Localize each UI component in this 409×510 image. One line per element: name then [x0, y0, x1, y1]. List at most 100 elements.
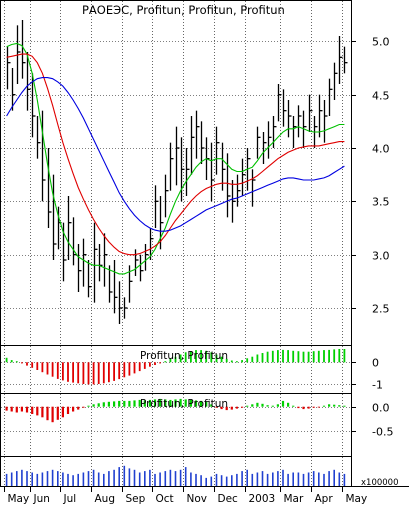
oscillator-bar: [256, 354, 259, 363]
oscillator-y-tick-label: 0: [372, 357, 379, 370]
price-y-tick-label: 3.5: [372, 196, 390, 209]
volume-bar: [26, 471, 28, 486]
oscillator-bar: [46, 362, 49, 375]
volume-bar: [46, 471, 49, 486]
oscillator-bar: [205, 350, 208, 363]
marks-layer: [5, 20, 348, 487]
histogram-bar: [133, 400, 136, 407]
volume-bar: [179, 469, 182, 486]
volume-bar: [128, 468, 131, 486]
oscillator-bar: [67, 362, 69, 382]
histogram-bar: [322, 405, 326, 407]
histogram-bar: [164, 399, 167, 407]
volume-bar: [220, 475, 223, 486]
oscillator-bar: [282, 349, 284, 363]
histogram-bar: [246, 405, 249, 407]
x-tick-label: Jun: [33, 493, 50, 505]
volume-bar: [97, 472, 100, 486]
histogram-bar: [72, 406, 75, 412]
oscillator-bar: [36, 362, 39, 370]
histogram-bar: [41, 406, 44, 418]
histogram-bar: [97, 403, 100, 407]
volume-bar: [57, 471, 59, 486]
volume-bar: [266, 473, 269, 486]
moving-average-line-1: [6, 42, 345, 275]
histogram-bar: [194, 400, 198, 407]
price-chart-title: РАОЕЭС, Profitun, Profitun, Profitun: [82, 3, 285, 17]
volume-bar: [31, 472, 33, 486]
histogram-bar: [271, 405, 274, 407]
volume-bar: [297, 472, 300, 486]
oscillator-bar: [56, 362, 59, 379]
volume-bar: [138, 472, 141, 486]
volume-bar: [307, 472, 310, 486]
volume-bar: [164, 471, 167, 486]
oscillator-bar: [82, 362, 85, 384]
histogram-bar: [143, 400, 146, 407]
oscillator-bar: [138, 362, 141, 372]
histogram-bar: [128, 400, 131, 407]
oscillator-bar: [108, 362, 110, 383]
histogram-bar: [312, 406, 315, 408]
oscillator-bar: [41, 362, 44, 373]
histogram-bar: [230, 406, 233, 410]
histogram-bar: [113, 401, 116, 407]
histogram-bar: [92, 404, 95, 407]
volume-bar: [225, 476, 228, 486]
volume-bar: [241, 471, 243, 486]
histogram-bar: [118, 400, 121, 407]
oscillator-bar: [159, 362, 161, 364]
histogram-bar: [174, 399, 177, 407]
volume-bar: [195, 473, 197, 486]
oscillator-bar: [133, 362, 136, 374]
histogram-bar: [169, 399, 172, 407]
histogram-bar: [107, 401, 110, 407]
oscillator-bar: [128, 362, 131, 376]
histogram-bar: [5, 406, 8, 411]
oscillator-bar: [118, 362, 121, 380]
price-y-tick-label: 4.5: [372, 90, 390, 103]
histogram-bar: [46, 406, 49, 421]
histogram-bar: [15, 406, 18, 413]
x-tick-label: May: [346, 493, 368, 505]
volume-bar: [338, 472, 341, 486]
volume-bar: [92, 469, 95, 486]
x-tick-label: May: [8, 493, 30, 505]
volume-bar: [16, 471, 18, 486]
histogram-bar: [184, 399, 187, 407]
volume-bar: [318, 472, 320, 486]
oscillator-bar: [62, 362, 64, 381]
volume-bar: [184, 467, 187, 486]
x-tick-label: Oct: [156, 493, 174, 505]
histogram-bar: [256, 402, 259, 407]
oscillator-title: Profitun, Profitun: [140, 350, 228, 362]
volume-bar: [36, 473, 39, 486]
volume-bar: [302, 473, 305, 486]
oscillator-bar: [154, 362, 156, 365]
volume-bar: [108, 471, 110, 486]
volume-bar: [113, 469, 115, 486]
oscillator-bar: [31, 362, 34, 368]
oscillator-bar: [179, 354, 182, 363]
volume-bar: [5, 473, 8, 486]
histogram-bar: [56, 406, 59, 420]
oscillator-bar: [113, 362, 115, 381]
oscillator-bar: [241, 360, 243, 363]
histogram-bar: [215, 406, 218, 408]
oscillator-bar: [72, 362, 74, 383]
oscillator-bar: [338, 349, 341, 363]
oscillator-bar: [174, 356, 177, 363]
histogram-bar: [302, 406, 305, 410]
volume-bar: [123, 465, 126, 487]
oscillator-bar: [317, 350, 320, 363]
volume-bar: [154, 473, 156, 486]
x-tick-label: Jul: [63, 493, 77, 505]
oscillator-bar: [246, 358, 249, 363]
oscillator-bar: [302, 351, 305, 363]
price-y-tick-label: 2.5: [372, 303, 390, 316]
oscillator-bar: [102, 362, 105, 384]
histogram-bar: [31, 406, 34, 414]
oscillator-bar: [15, 361, 18, 363]
volume-bar: [41, 472, 44, 486]
histogram-bar: [292, 405, 295, 407]
